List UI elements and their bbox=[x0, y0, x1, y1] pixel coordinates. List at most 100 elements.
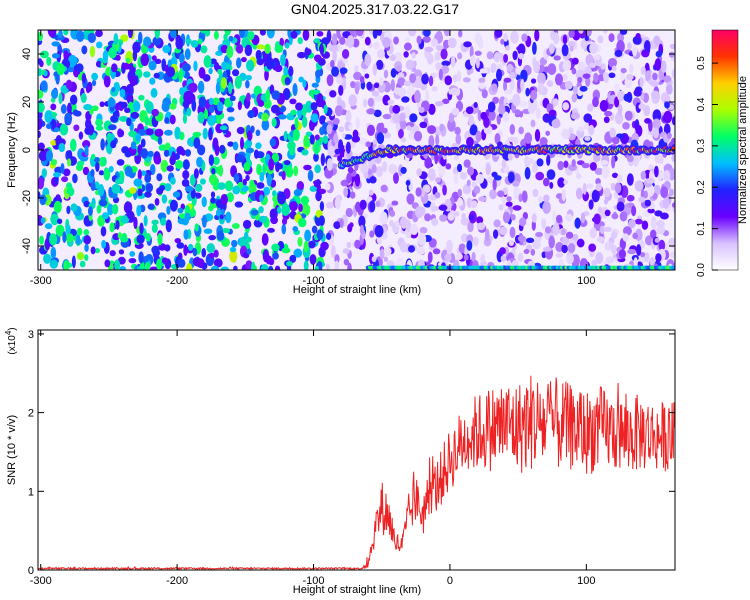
heatmap-cell bbox=[144, 116, 150, 126]
x-tick-label: -100 bbox=[303, 275, 325, 287]
heatmap-cell bbox=[133, 216, 138, 229]
heatmap-cell bbox=[220, 208, 225, 215]
heatmap-cell bbox=[139, 222, 144, 235]
heatmap-cell bbox=[434, 191, 441, 199]
heatmap-cell bbox=[475, 130, 482, 142]
heatmap-cell bbox=[475, 57, 480, 69]
heatmap-cell bbox=[45, 149, 54, 162]
heatmap-cell bbox=[289, 98, 297, 105]
heatmap-cell bbox=[517, 43, 526, 56]
heatmap-cell bbox=[671, 153, 675, 163]
heatmap-cell bbox=[603, 116, 610, 124]
heatmap-cell bbox=[348, 124, 353, 130]
heatmap-cell bbox=[511, 260, 519, 267]
heatmap-cell bbox=[98, 170, 105, 176]
heatmap-cell bbox=[652, 72, 658, 81]
heatmap-cell bbox=[556, 214, 563, 224]
heatmap-cell bbox=[95, 30, 103, 38]
heatmap-cell bbox=[561, 44, 569, 57]
heatmap-cell bbox=[119, 88, 126, 98]
heatmap-cell bbox=[207, 115, 216, 127]
heatmap-cell bbox=[301, 149, 309, 156]
heatmap-cell bbox=[451, 107, 460, 116]
heatmap-cell bbox=[182, 114, 188, 124]
heatmap-cell bbox=[608, 72, 616, 79]
heatmap-cell bbox=[503, 32, 509, 42]
heatmap-cell bbox=[664, 101, 670, 109]
heatmap-cell bbox=[519, 217, 527, 227]
heatmap-cell bbox=[524, 167, 531, 180]
heatmap-cell bbox=[351, 135, 361, 143]
heatmap-cell bbox=[363, 172, 369, 179]
heatmap-cell bbox=[556, 48, 563, 58]
heatmap-cell bbox=[538, 196, 543, 204]
heatmap-cell bbox=[466, 240, 473, 251]
heatmap-cell bbox=[376, 49, 385, 59]
heatmap-cell bbox=[394, 87, 402, 95]
heatmap-cell bbox=[618, 249, 627, 259]
heatmap-cell bbox=[580, 39, 589, 50]
heatmap-cell bbox=[38, 102, 45, 113]
heatmap-cell bbox=[240, 56, 247, 63]
heatmap-cell bbox=[234, 75, 242, 89]
snr-line bbox=[38, 375, 675, 570]
heatmap-cell bbox=[669, 51, 675, 58]
heatmap-cell bbox=[292, 83, 298, 97]
heatmap-cell bbox=[210, 191, 216, 199]
heatmap-cell bbox=[494, 133, 501, 145]
heatmap-cell bbox=[245, 92, 251, 102]
heatmap-cell bbox=[240, 136, 245, 150]
heatmap-cell bbox=[663, 75, 672, 83]
heatmap-cell bbox=[599, 100, 609, 112]
heatmap-cell bbox=[582, 182, 587, 195]
heatmap-cell bbox=[98, 184, 105, 197]
heatmap-cell bbox=[587, 103, 594, 112]
heatmap-cell bbox=[127, 211, 133, 219]
heatmap-cell bbox=[441, 60, 451, 67]
heatmap-cell bbox=[626, 73, 634, 81]
heatmap-cell bbox=[506, 63, 514, 72]
heatmap-cell bbox=[617, 90, 626, 102]
heatmap-cell bbox=[478, 77, 486, 84]
heatmap-cell bbox=[90, 181, 96, 192]
heatmap-cell bbox=[192, 248, 198, 257]
colorbar-label: Normalized spectral amplitude bbox=[737, 76, 749, 224]
heatmap-cell bbox=[247, 30, 255, 40]
heatmap-cell bbox=[90, 153, 96, 161]
heatmap-cell bbox=[439, 214, 448, 222]
heatmap-cell bbox=[389, 54, 397, 62]
heatmap-cell bbox=[215, 81, 221, 95]
heatmap-cell bbox=[277, 191, 287, 205]
heatmap-cell bbox=[314, 134, 320, 141]
heatmap-cell bbox=[246, 236, 252, 243]
heatmap-cell bbox=[600, 160, 609, 166]
heatmap-cell bbox=[184, 185, 194, 192]
heatmap-cell bbox=[128, 258, 137, 264]
heatmap-cell bbox=[480, 111, 488, 120]
heatmap-cell bbox=[634, 180, 644, 192]
heatmap-cell bbox=[653, 184, 661, 196]
heatmap-cell bbox=[107, 132, 112, 145]
heatmap-cell bbox=[428, 103, 436, 115]
heatmap-cell bbox=[418, 106, 425, 114]
heatmap-cell bbox=[151, 245, 160, 255]
heatmap-cell bbox=[564, 213, 573, 222]
heatmap-cell bbox=[122, 62, 132, 70]
heatmap-cell bbox=[647, 208, 655, 214]
heatmap-cell bbox=[376, 132, 385, 145]
heatmap-cell bbox=[400, 216, 408, 229]
heatmap-cell bbox=[425, 89, 430, 102]
heatmap-cell bbox=[427, 125, 437, 135]
heatmap-cell bbox=[38, 177, 45, 190]
heatmap-cell bbox=[636, 244, 642, 257]
heatmap-cell bbox=[164, 117, 170, 124]
heatmap-cell bbox=[199, 178, 206, 185]
heatmap-cell bbox=[466, 136, 474, 148]
heatmap-cell bbox=[208, 252, 215, 259]
heatmap-cell bbox=[438, 204, 448, 211]
heatmap-cell bbox=[99, 101, 105, 108]
heatmap-cell bbox=[109, 222, 115, 233]
heatmap-cell bbox=[373, 109, 382, 118]
heatmap-cell bbox=[499, 247, 506, 255]
heatmap-cell bbox=[38, 130, 41, 139]
